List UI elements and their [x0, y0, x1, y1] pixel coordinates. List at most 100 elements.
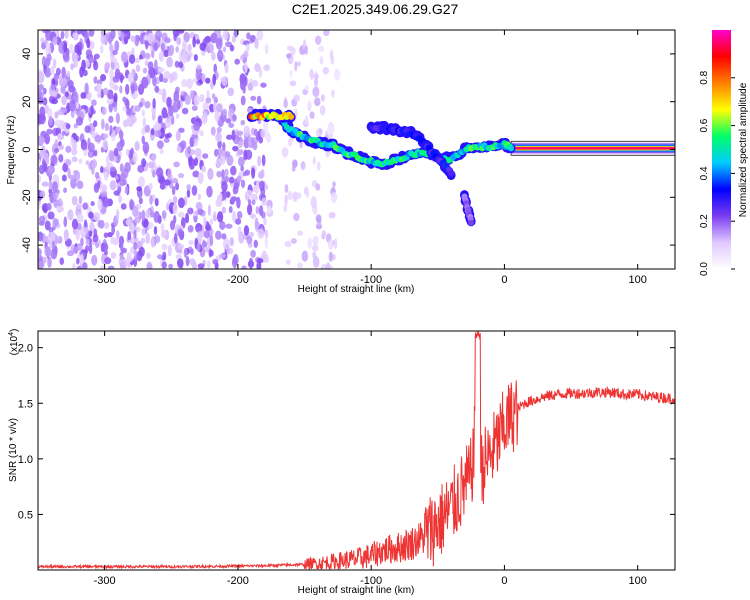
noise-speck [243, 125, 250, 137]
chart-title: C2E1.2025.349.06.29.G27 [292, 1, 459, 17]
noise-speck [103, 133, 109, 139]
noise-speck [90, 201, 95, 207]
noise-speck [142, 67, 148, 74]
noise-speck [120, 203, 127, 210]
noise-speck [126, 116, 132, 127]
noise-speck [54, 111, 59, 119]
noise-speck [50, 84, 55, 91]
noise-speck [196, 39, 201, 45]
noise-speck [145, 52, 151, 59]
noise-speck [192, 36, 196, 48]
noise-speck [215, 198, 223, 207]
noise-speck [232, 114, 237, 122]
noise-speck [202, 101, 209, 112]
noise-speck [119, 260, 126, 269]
noise-speck [166, 96, 172, 108]
noise-speck [177, 243, 184, 250]
noise-speck [185, 255, 190, 267]
noise-speck [159, 182, 166, 190]
noise-speck [120, 32, 125, 42]
noise-speck [168, 263, 174, 269]
noise-speck [237, 156, 245, 167]
noise-speck [152, 98, 156, 109]
noise-speck [177, 172, 185, 179]
noise-speck [126, 256, 133, 263]
noise-speck [236, 210, 243, 219]
noise-speck [68, 99, 76, 112]
noise-speck [116, 141, 124, 152]
noise-speck [213, 63, 218, 74]
noise-speck [78, 158, 83, 164]
noise-speck [214, 110, 220, 122]
noise-speck [143, 34, 151, 41]
noise-speck [82, 262, 88, 269]
noise-speck [38, 260, 45, 269]
noise-speck [161, 229, 167, 236]
noise-speck [313, 73, 319, 80]
noise-speck [315, 183, 321, 191]
snr-frame [37, 330, 676, 571]
noise-speck [53, 147, 60, 153]
snr-panel: -300 -200 -100 0 100 0.5 1.0 1.5 2.0 Height of … [8, 329, 676, 596]
noise-speck [39, 147, 47, 159]
noise-speck [141, 135, 145, 145]
noise-speck [286, 45, 293, 51]
noise-speck [312, 86, 320, 98]
noise-speck [231, 256, 238, 269]
noise-speck [333, 238, 338, 250]
noise-speck [127, 231, 132, 241]
noise-speck [84, 226, 89, 234]
noise-speck [159, 73, 164, 83]
noise-speck [104, 61, 111, 70]
noise-speck [59, 257, 65, 266]
snr-marks [38, 331, 675, 570]
noise-speck [182, 53, 188, 64]
noise-speck [314, 77, 318, 88]
noise-speck [222, 108, 228, 116]
noise-speck [130, 84, 135, 95]
noise-speck [50, 66, 55, 76]
noise-speck [126, 30, 131, 40]
noise-speck [46, 53, 52, 61]
noise-speck [234, 58, 241, 65]
noise-speck [124, 161, 131, 173]
noise-speck [119, 179, 126, 187]
noise-speck [141, 210, 146, 222]
noise-speck [237, 149, 244, 156]
noise-speck [147, 161, 155, 169]
noise-speck [105, 155, 110, 165]
noise-speck [131, 206, 139, 217]
noise-speck [125, 84, 130, 95]
noise-speck [156, 167, 164, 178]
noise-speck [195, 69, 202, 81]
noise-speck [251, 199, 256, 206]
noise-speck [161, 93, 166, 103]
noise-speck [317, 45, 325, 52]
noise-speck [47, 231, 55, 243]
noise-speck [263, 217, 267, 226]
noise-speck [118, 195, 123, 204]
noise-speck [124, 186, 129, 194]
noise-speck [175, 113, 180, 119]
snr-y-scale: (x104) [8, 329, 20, 356]
noise-speck [64, 91, 69, 98]
noise-speck [79, 254, 84, 265]
noise-speck [93, 120, 98, 128]
noise-speck [226, 244, 230, 256]
noise-speck [266, 205, 272, 214]
spectrogram-x-label: Height of straight line (km) [298, 284, 415, 295]
noise-speck [307, 237, 313, 249]
noise-speck [149, 194, 153, 206]
noise-speck [256, 30, 264, 41]
noise-speck [228, 122, 235, 128]
noise-speck [148, 182, 153, 191]
noise-speck [112, 49, 118, 56]
noise-speck [170, 220, 176, 231]
noise-speck [168, 105, 174, 117]
noise-speck [71, 148, 78, 156]
noise-speck [240, 165, 244, 172]
noise-speck [309, 111, 315, 119]
noise-speck [185, 212, 190, 224]
noise-speck [230, 196, 235, 204]
noise-speck [312, 156, 316, 165]
